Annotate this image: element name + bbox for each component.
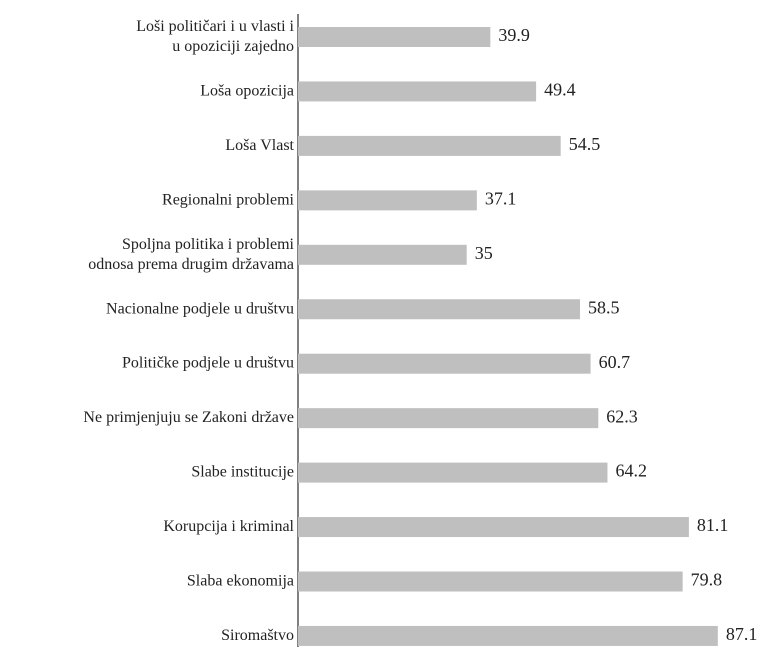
bar — [298, 571, 683, 592]
value-label: 39.9 — [498, 25, 530, 45]
value-label: 58.5 — [588, 297, 620, 317]
category-label: Slaba ekonomija — [187, 572, 294, 589]
bar — [298, 353, 591, 374]
value-label: 35 — [475, 243, 493, 263]
category-label: Slabe institucije — [191, 463, 294, 480]
value-label: 87.1 — [726, 624, 757, 644]
value-label: 54.5 — [569, 134, 601, 154]
value-label: 64.2 — [615, 461, 647, 481]
category-label: Korupcija i kriminal — [163, 518, 294, 535]
bar — [298, 27, 491, 47]
value-label: 79.8 — [691, 570, 723, 590]
bar — [298, 408, 599, 429]
category-label: Regionalni problemi — [162, 191, 295, 208]
category-label: Siromaštvo — [221, 627, 294, 644]
bar — [298, 517, 689, 538]
value-label: 37.1 — [485, 188, 517, 208]
value-label: 60.7 — [599, 352, 631, 372]
value-label: 62.3 — [606, 406, 638, 426]
bar — [298, 190, 477, 211]
bar — [298, 625, 718, 646]
category-label: Spoljna politika i problemi odnosa prema … — [88, 235, 294, 272]
category-label: Loša Vlast — [225, 137, 294, 154]
value-label: 49.4 — [544, 80, 576, 100]
bar — [298, 244, 467, 265]
category-label: Političke podjele u društvu — [122, 354, 294, 371]
category-label: Ne primjenjuju se Zakoni države — [83, 409, 294, 426]
value-label: 81.1 — [697, 515, 729, 535]
category-label: Loša opozicija — [200, 82, 294, 99]
bar — [298, 135, 561, 156]
category-label: Nacionalne podjele u društvu — [106, 300, 294, 317]
bar — [298, 462, 608, 483]
bar — [298, 81, 537, 102]
bar — [298, 299, 580, 320]
